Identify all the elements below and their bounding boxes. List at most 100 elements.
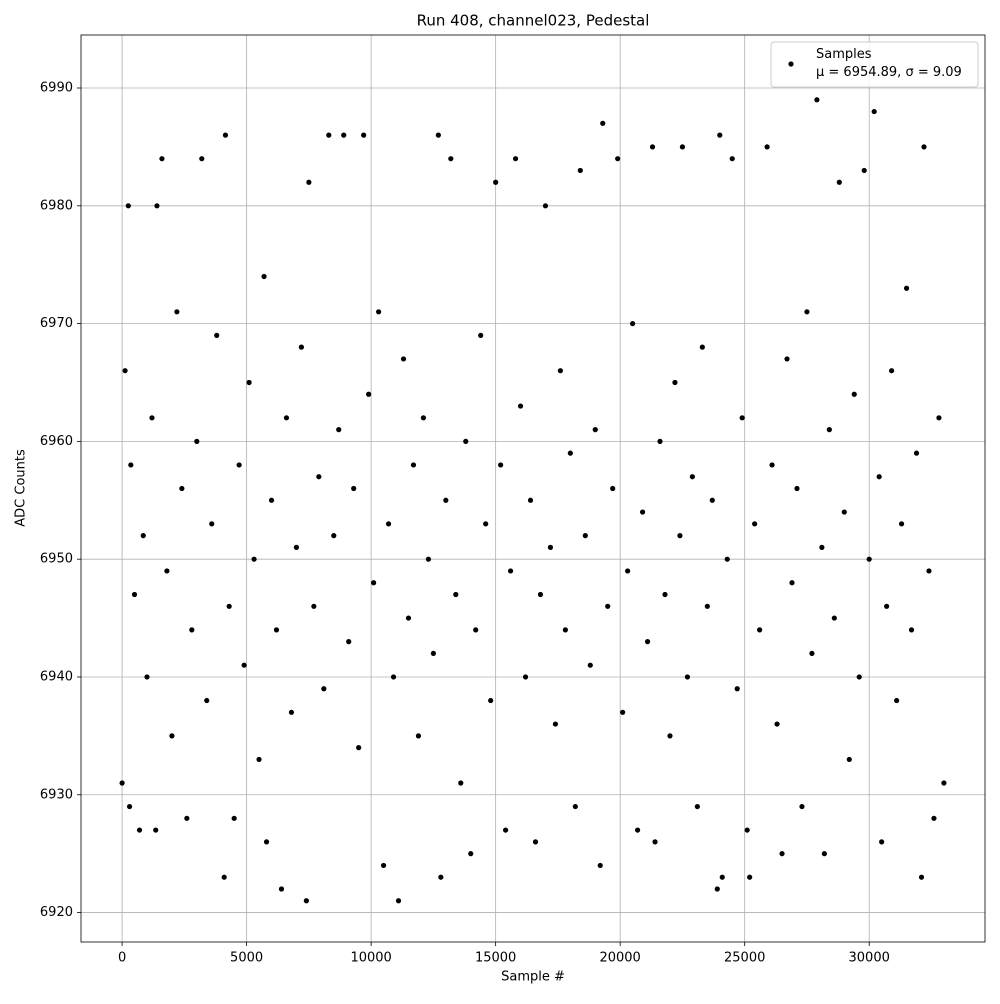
point bbox=[562, 627, 568, 633]
point bbox=[246, 379, 252, 386]
point bbox=[375, 309, 382, 315]
point bbox=[625, 568, 631, 574]
point bbox=[169, 733, 175, 739]
point bbox=[672, 379, 678, 386]
point bbox=[303, 898, 309, 904]
point bbox=[326, 132, 332, 138]
point bbox=[435, 132, 441, 138]
point bbox=[592, 427, 598, 433]
point bbox=[226, 603, 232, 609]
y-tick-label: 6930 bbox=[40, 787, 73, 802]
point bbox=[532, 839, 539, 845]
point bbox=[639, 509, 646, 515]
chart-title: Run 408, channel023, Pedestal bbox=[417, 12, 650, 30]
point bbox=[263, 839, 270, 845]
point bbox=[889, 368, 895, 374]
point bbox=[251, 556, 257, 562]
point bbox=[321, 686, 327, 692]
point bbox=[473, 627, 479, 633]
point bbox=[547, 544, 554, 550]
point bbox=[438, 874, 444, 880]
point bbox=[634, 827, 641, 833]
x-tick-label: 10000 bbox=[350, 951, 391, 966]
point bbox=[430, 650, 436, 657]
x-tick-label: 5000 bbox=[230, 951, 263, 966]
point bbox=[931, 815, 937, 821]
point bbox=[336, 427, 342, 433]
point bbox=[856, 674, 862, 680]
point bbox=[179, 485, 185, 492]
x-tick-label: 15000 bbox=[475, 951, 516, 966]
y-tick-label: 6990 bbox=[40, 81, 73, 96]
point bbox=[799, 803, 805, 810]
point bbox=[704, 603, 710, 609]
point bbox=[582, 533, 588, 539]
point bbox=[841, 509, 847, 515]
point bbox=[385, 521, 392, 527]
point bbox=[346, 639, 352, 645]
point bbox=[298, 344, 304, 350]
point bbox=[794, 485, 800, 492]
point bbox=[405, 615, 412, 621]
legend-box bbox=[770, 41, 979, 88]
point bbox=[714, 886, 720, 892]
point bbox=[814, 97, 820, 103]
y-tick-label: 6980 bbox=[40, 198, 73, 213]
point bbox=[273, 627, 280, 633]
point bbox=[694, 803, 700, 810]
point bbox=[600, 120, 606, 126]
point bbox=[879, 839, 885, 845]
point bbox=[453, 591, 459, 598]
point bbox=[153, 827, 159, 833]
point bbox=[789, 580, 795, 586]
point bbox=[821, 851, 827, 857]
point bbox=[577, 167, 583, 174]
point bbox=[866, 556, 872, 562]
point bbox=[261, 273, 267, 280]
point bbox=[483, 521, 489, 527]
point bbox=[463, 438, 469, 444]
point bbox=[164, 568, 170, 574]
x-tick-label: 20000 bbox=[599, 951, 640, 966]
point bbox=[620, 709, 626, 715]
point bbox=[527, 497, 534, 503]
point bbox=[488, 697, 494, 704]
point bbox=[851, 391, 857, 397]
point bbox=[351, 485, 357, 492]
point bbox=[400, 356, 407, 362]
point bbox=[898, 521, 905, 527]
point bbox=[420, 415, 427, 421]
point bbox=[717, 132, 723, 138]
point bbox=[119, 780, 125, 786]
point bbox=[311, 603, 317, 609]
point bbox=[448, 156, 454, 162]
point bbox=[154, 203, 160, 209]
x-axis-label: Sample # bbox=[501, 970, 565, 985]
point bbox=[140, 533, 146, 539]
point bbox=[552, 721, 559, 727]
y-tick-label: 6950 bbox=[40, 552, 73, 567]
point bbox=[542, 203, 549, 209]
point bbox=[677, 533, 683, 539]
point bbox=[306, 179, 312, 185]
point bbox=[174, 309, 180, 315]
point bbox=[846, 756, 852, 763]
point bbox=[747, 874, 753, 880]
point bbox=[913, 450, 920, 456]
point bbox=[283, 415, 290, 421]
point bbox=[380, 862, 387, 869]
plot-frame bbox=[80, 34, 986, 943]
point bbox=[222, 132, 229, 138]
point bbox=[605, 603, 611, 609]
point bbox=[679, 144, 686, 150]
point bbox=[241, 662, 247, 668]
point bbox=[214, 332, 220, 338]
point bbox=[356, 745, 362, 751]
point bbox=[752, 521, 758, 527]
point bbox=[557, 368, 563, 374]
point bbox=[757, 627, 763, 633]
point bbox=[199, 156, 205, 162]
point bbox=[478, 332, 484, 338]
point bbox=[184, 815, 190, 821]
point bbox=[819, 544, 825, 550]
